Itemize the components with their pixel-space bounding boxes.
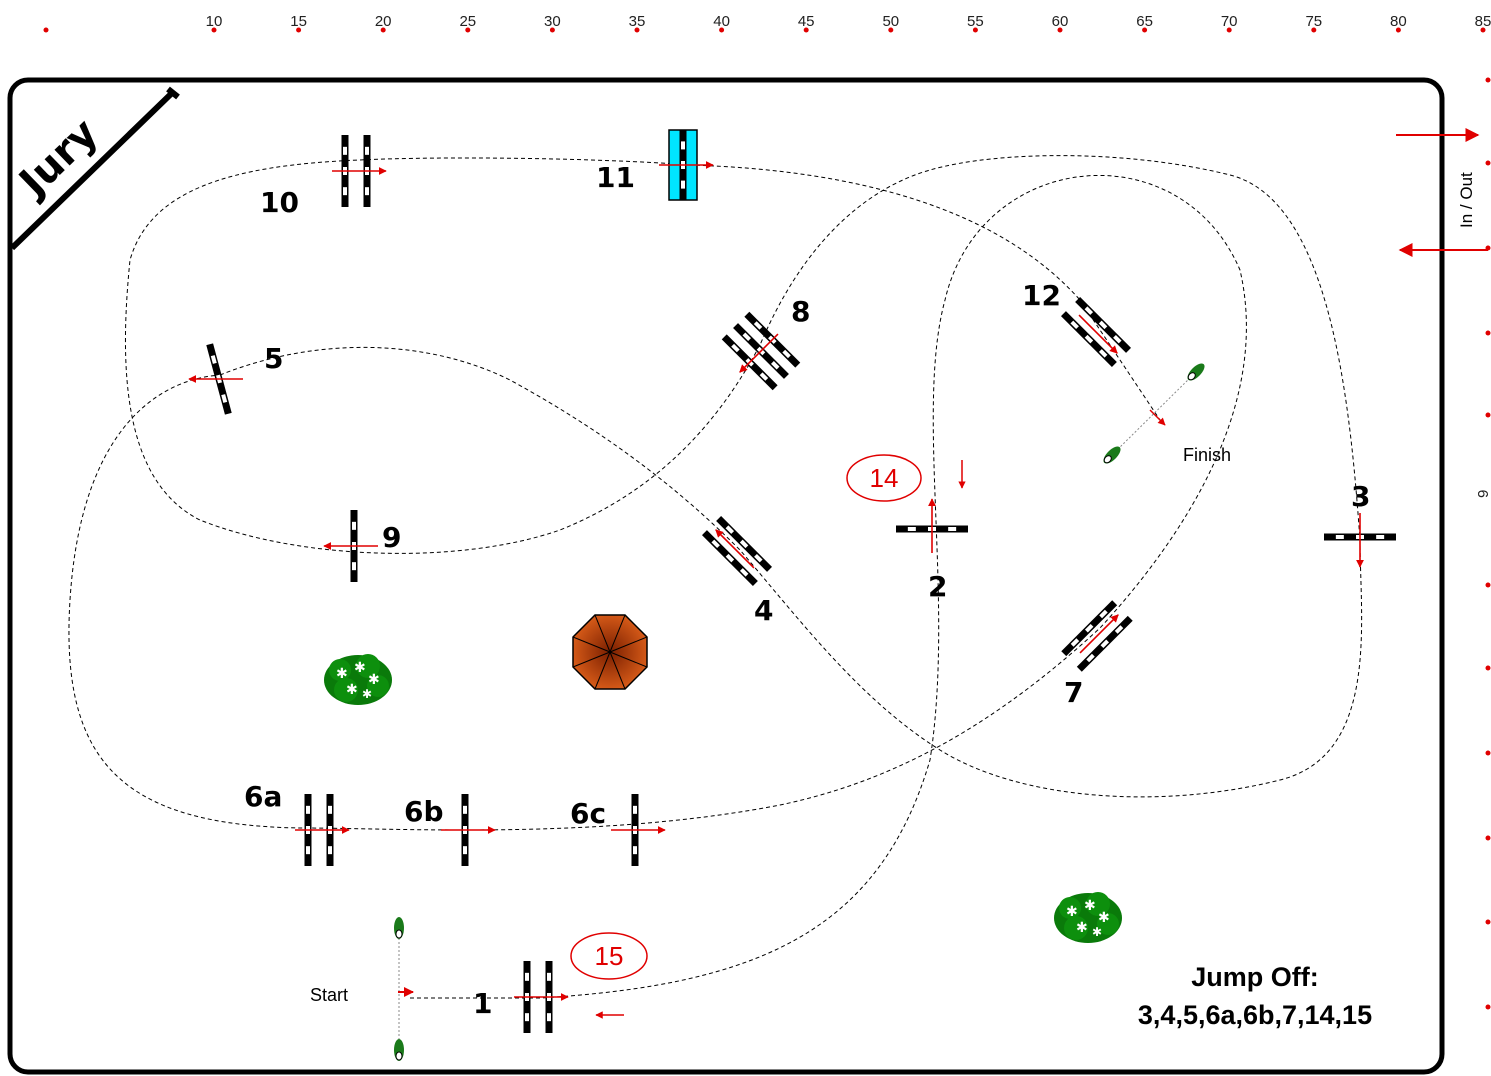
jump-2 bbox=[896, 498, 968, 553]
flower-pot-icon bbox=[1100, 443, 1124, 467]
flower-pot-icon bbox=[393, 916, 405, 940]
jump-label-10: 10 bbox=[260, 186, 299, 219]
arrow-icon bbox=[715, 529, 755, 569]
jump-label-5: 5 bbox=[264, 342, 283, 375]
jump-off-sequence: 3,4,5,6a,6b,7,14,15 bbox=[1138, 1000, 1372, 1030]
ruler-dot bbox=[719, 27, 725, 33]
bush-icon bbox=[1054, 892, 1122, 943]
jump-6a bbox=[295, 794, 350, 866]
side-ruler: 9 bbox=[1475, 77, 1491, 1010]
jump-4 bbox=[701, 515, 773, 587]
ruler-dot bbox=[549, 27, 555, 33]
ruler-tick-label: 80 bbox=[1390, 13, 1407, 30]
umbrella-icon bbox=[572, 614, 648, 690]
jump-label-1: 1 bbox=[473, 987, 492, 1020]
jump-label-2: 2 bbox=[928, 570, 947, 603]
ruler-dot bbox=[211, 27, 217, 33]
jump-label-8: 8 bbox=[791, 295, 810, 328]
jumps-layer bbox=[188, 129, 1396, 1033]
ruler-tick-label: 10 bbox=[206, 13, 223, 30]
jump-label-4: 4 bbox=[754, 594, 773, 627]
jump-label-6a: 6a bbox=[244, 780, 282, 813]
ruler-dot bbox=[1142, 27, 1148, 33]
ruler-dot bbox=[1226, 27, 1232, 33]
jump-7 bbox=[1061, 600, 1133, 672]
top-ruler: 10 15 20 25 30 35 40 45 50 55 60 65 70 75 80 85 bbox=[43, 13, 1491, 33]
arrow-icon bbox=[739, 333, 779, 373]
side-ruler-label: 9 bbox=[1475, 490, 1491, 498]
ruler-dot bbox=[1057, 27, 1063, 33]
bush-icon bbox=[324, 654, 392, 705]
jump-11 bbox=[659, 129, 714, 201]
jump-label-6b: 6b bbox=[404, 795, 444, 828]
jump-8 bbox=[721, 311, 801, 391]
start-label: Start bbox=[310, 985, 348, 1005]
ruler-tick-label: 40 bbox=[713, 13, 730, 30]
ruler-dot bbox=[972, 27, 978, 33]
jump-5 bbox=[188, 343, 243, 415]
jump-10 bbox=[332, 135, 387, 207]
ruler-dot bbox=[43, 27, 49, 33]
jury-box: Jury bbox=[9, 86, 180, 251]
jump-3 bbox=[1324, 513, 1396, 568]
jump-label-3: 3 bbox=[1351, 480, 1370, 513]
course-route bbox=[68, 155, 1363, 999]
arena-border bbox=[7, 77, 1445, 1075]
ruler-dot bbox=[1311, 27, 1317, 33]
arrow-icon bbox=[1078, 314, 1118, 354]
jump-label-11: 11 bbox=[596, 161, 635, 194]
jump-6b bbox=[441, 794, 496, 866]
ruler-dot bbox=[1395, 27, 1401, 33]
jump-6c bbox=[611, 794, 666, 866]
arrow-icon bbox=[1079, 614, 1119, 654]
ruler-dot bbox=[465, 27, 471, 33]
finish-line: Finish bbox=[1100, 360, 1231, 467]
in-out-label: In / Out bbox=[1457, 172, 1476, 228]
ruler-tick-label: 75 bbox=[1305, 13, 1322, 30]
jump-label-12: 12 bbox=[1022, 279, 1061, 312]
circled-number-14: 14 bbox=[846, 454, 966, 502]
ruler-tick-label: 65 bbox=[1136, 13, 1153, 30]
flower-pot-icon bbox=[1184, 360, 1208, 384]
ruler-dot bbox=[1480, 27, 1486, 33]
ruler-dot bbox=[803, 27, 809, 33]
jump-9 bbox=[323, 510, 378, 582]
ruler-tick-label: 70 bbox=[1221, 13, 1238, 30]
jump-label-9: 9 bbox=[382, 521, 401, 554]
ruler-dot bbox=[634, 27, 640, 33]
ruler-tick-label: 30 bbox=[544, 13, 561, 30]
in-out-gate: In / Out bbox=[1396, 128, 1488, 257]
circled-number-15: 15 bbox=[570, 932, 648, 1019]
ruler-tick-label: 20 bbox=[375, 13, 392, 30]
jump-off-title: Jump Off: bbox=[1191, 962, 1319, 992]
flower-pot-icon bbox=[393, 1038, 405, 1062]
ruler-tick-label: 15 bbox=[290, 13, 307, 30]
ruler-dot bbox=[380, 27, 386, 33]
finish-arrow-icon bbox=[1149, 409, 1166, 426]
jump-off-info: Jump Off: 3,4,5,6a,6b,7,14,15 bbox=[1138, 962, 1372, 1030]
circled-number-14-text: 14 bbox=[870, 463, 899, 493]
ruler-tick-label: 45 bbox=[798, 13, 815, 30]
ruler-tick-label: 85 bbox=[1475, 13, 1491, 30]
start-line: Start bbox=[310, 916, 414, 1062]
ruler-dot bbox=[888, 27, 894, 33]
circled-number-15-text: 15 bbox=[595, 941, 624, 971]
ruler-tick-label: 25 bbox=[459, 13, 476, 30]
jump-label-7: 7 bbox=[1064, 676, 1083, 709]
jump-label-6c: 6c bbox=[570, 797, 606, 830]
finish-label: Finish bbox=[1183, 445, 1231, 465]
jump-12 bbox=[1060, 296, 1132, 368]
ruler-tick-label: 35 bbox=[629, 13, 646, 30]
jump-labels: 1 2 3 4 5 6a 6b 6c 7 8 9 10 11 12 bbox=[244, 161, 1370, 1020]
ruler-tick-label: 60 bbox=[1052, 13, 1069, 30]
jump-1 bbox=[514, 961, 569, 1033]
ruler-tick-label: 55 bbox=[967, 13, 984, 30]
ruler-dot bbox=[296, 27, 302, 33]
ruler-tick-label: 50 bbox=[882, 13, 899, 30]
jury-label: Jury bbox=[9, 110, 107, 207]
